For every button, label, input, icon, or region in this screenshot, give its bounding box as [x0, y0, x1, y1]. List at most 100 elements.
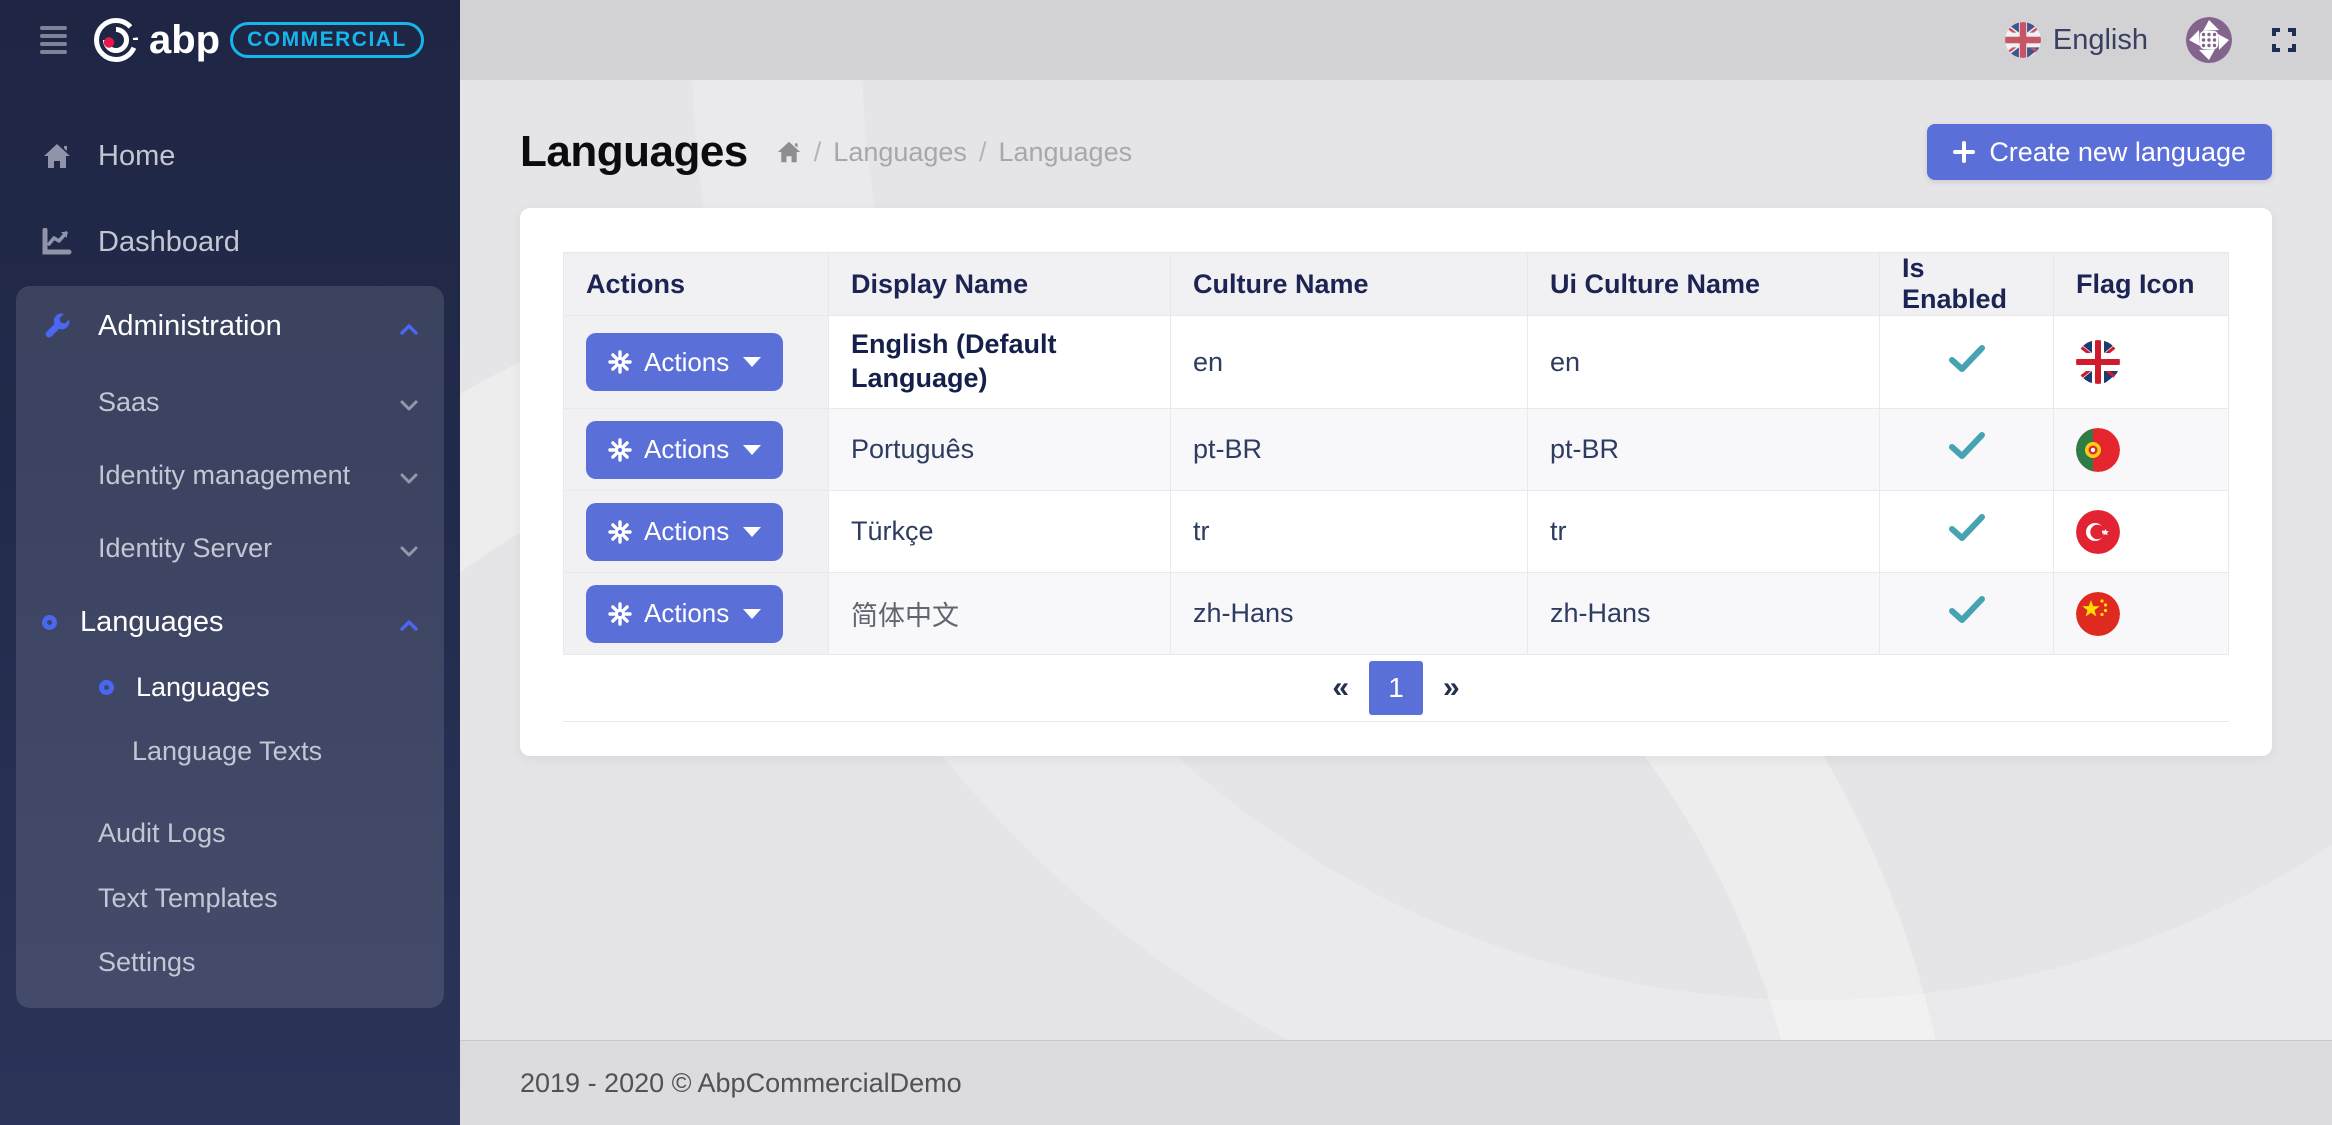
sidebar-item-languages-languages[interactable]: Languages: [16, 655, 444, 719]
chevron-down-icon: [400, 460, 418, 491]
chevron-down-icon: [400, 387, 418, 418]
column-header-is-enabled: Is Enabled: [1879, 252, 2054, 316]
table-row: Actions 简体中文 zh-Hans zh-Hans: [563, 572, 2229, 655]
languages-table-card: Actions Display Name Culture Name Ui Cul…: [520, 208, 2272, 756]
check-icon: [1948, 432, 1985, 460]
sidebar-item-languages[interactable]: Languages: [16, 590, 444, 654]
column-header-actions: Actions: [563, 252, 829, 316]
wrench-icon: [42, 311, 72, 341]
gear-icon: [608, 601, 632, 626]
is-enabled-cell: [1879, 315, 2054, 409]
menu-toggle-icon[interactable]: [40, 26, 67, 54]
brand-badge: COMMERCIAL: [230, 22, 424, 58]
uk-flag-icon: [2004, 22, 2041, 58]
flag-cell: [2053, 572, 2229, 655]
home-icon[interactable]: [776, 140, 802, 164]
dot-icon: [99, 679, 114, 695]
main-area: English: [460, 0, 2332, 1125]
sidebar-item-administration[interactable]: Administration: [16, 294, 444, 358]
china-flag-icon: [2076, 591, 2120, 636]
sidebar: abp COMMERCIAL Home Dashboar: [0, 0, 460, 1125]
content-area: Languages / Languages / Languages: [460, 80, 2332, 1040]
caret-down-icon: [743, 608, 762, 619]
brand-logo[interactable]: abp COMMERCIAL: [93, 17, 424, 63]
create-new-language-button[interactable]: Create new language: [1927, 124, 2272, 180]
ui-culture-name-cell: tr: [1527, 490, 1880, 573]
turkey-flag-icon: [2076, 509, 2120, 554]
culture-name-cell: tr: [1170, 490, 1528, 573]
sidebar-item-home[interactable]: Home: [0, 120, 460, 192]
chevron-up-icon: [400, 310, 418, 343]
column-header-flag-icon: Flag Icon: [2053, 252, 2229, 316]
footer: 2019 - 2020 © AbpCommercialDemo: [460, 1040, 2332, 1125]
dot-icon: [42, 614, 57, 630]
sidebar-group-administration: Administration Saas Identity management: [16, 286, 444, 1008]
check-icon: [1948, 514, 1985, 542]
display-name-cell: 简体中文: [828, 572, 1171, 655]
column-header-ui-culture-name: Ui Culture Name: [1527, 252, 1880, 316]
column-header-display-name: Display Name: [828, 252, 1171, 316]
breadcrumb: / Languages / Languages: [776, 137, 1132, 168]
display-name-cell: Português: [828, 408, 1171, 491]
ui-culture-name-cell: zh-Hans: [1527, 572, 1880, 655]
check-icon: [1948, 344, 1985, 373]
display-name-cell: English (Default Language): [828, 315, 1171, 409]
flag-cell: [2053, 490, 2229, 573]
gear-icon: [608, 350, 632, 374]
sidebar-item-settings[interactable]: Settings: [98, 946, 196, 977]
topbar: English: [460, 0, 2332, 80]
page-header: Languages / Languages / Languages: [520, 120, 2272, 184]
gear-icon: [608, 437, 632, 462]
row-actions-button[interactable]: Actions: [586, 502, 784, 561]
is-enabled-cell: [1879, 408, 2054, 491]
sidebar-item-audit-logs[interactable]: Audit Logs: [98, 817, 226, 848]
column-header-culture-name: Culture Name: [1170, 252, 1528, 316]
breadcrumb-item[interactable]: Languages: [833, 136, 967, 167]
pagination-current-page[interactable]: 1: [1369, 661, 1423, 715]
sidebar-item-identity-management[interactable]: Identity management: [16, 443, 444, 507]
copyright-text: 2019 - 2020 © AbpCommercialDemo: [520, 1067, 962, 1098]
sidebar-nav: Home Dashboard: [0, 120, 460, 1008]
pagination-next[interactable]: »: [1443, 671, 1460, 704]
sidebar-item-language-texts[interactable]: Language Texts: [132, 735, 323, 766]
gear-icon: [608, 519, 632, 544]
home-icon: [42, 142, 72, 170]
flag-cell: [2053, 315, 2229, 409]
sidebar-item-identity-server[interactable]: Identity Server: [16, 516, 444, 580]
row-actions-button[interactable]: Actions: [586, 584, 784, 643]
languages-table: Actions Display Name Culture Name Ui Cul…: [563, 252, 2229, 655]
table-row: Actions Português pt-BR pt-BR: [563, 408, 2229, 491]
chevron-down-icon: [400, 533, 418, 564]
caret-down-icon: [743, 357, 762, 367]
display-name-cell: Türkçe: [828, 490, 1171, 573]
row-actions-button[interactable]: Actions: [586, 420, 784, 479]
sidebar-item-text-templates[interactable]: Text Templates: [98, 882, 278, 913]
ui-culture-name-cell: en: [1527, 315, 1880, 409]
culture-name-cell: zh-Hans: [1170, 572, 1528, 655]
language-selector[interactable]: English: [2004, 22, 2148, 58]
table-row: Actions English (Default Language) en en: [563, 315, 2229, 409]
plus-icon: [1953, 141, 1976, 163]
brand-name: abp: [149, 18, 221, 62]
caret-down-icon: [743, 526, 762, 537]
pagination-prev[interactable]: «: [1332, 671, 1349, 704]
caret-down-icon: [743, 444, 762, 455]
breadcrumb-item[interactable]: Languages: [998, 136, 1133, 167]
sidebar-header: abp COMMERCIAL: [0, 0, 460, 80]
fullscreen-icon[interactable]: [2270, 26, 2298, 54]
avatar[interactable]: [2186, 17, 2232, 63]
page-title: Languages: [520, 127, 748, 176]
row-actions-button[interactable]: Actions: [586, 333, 784, 391]
abp-logo-icon: [93, 17, 139, 63]
table-header-row: Actions Display Name Culture Name Ui Cul…: [563, 252, 2229, 316]
ui-culture-name-cell: pt-BR: [1527, 408, 1880, 491]
culture-name-cell: pt-BR: [1170, 408, 1528, 491]
sidebar-item-dashboard[interactable]: Dashboard: [0, 206, 460, 278]
sidebar-item-saas[interactable]: Saas: [16, 370, 444, 434]
culture-name-cell: en: [1170, 315, 1528, 409]
is-enabled-cell: [1879, 572, 2054, 655]
uk-flag-icon: [2076, 340, 2120, 384]
current-language-label: English: [2052, 23, 2148, 56]
is-enabled-cell: [1879, 490, 2054, 573]
